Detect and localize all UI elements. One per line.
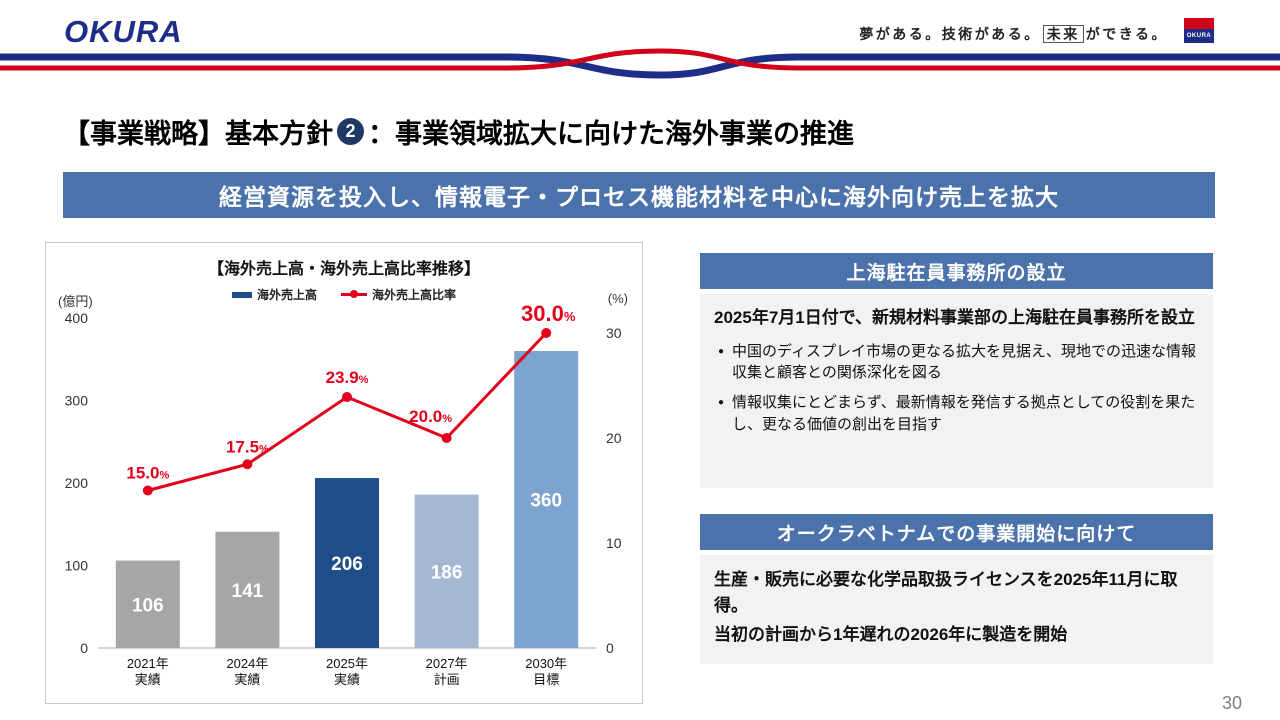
x-tick-line2: 目標 [533, 672, 559, 687]
right-axis-tick: 20 [606, 430, 622, 446]
ratio-point [342, 392, 352, 403]
panel-vietnam-body: 生産・販売に必要な化学品取扱ライセンスを2025年11月に取得。当初の計画から1… [700, 555, 1213, 664]
panel-shanghai-header: 上海駐在員事務所の設立 [700, 253, 1213, 289]
panel-shanghai: 上海駐在員事務所の設立 2025年7月1日付で、新規材料事業部の上海駐在員事務所… [700, 253, 1213, 488]
bar-swatch-icon [231, 291, 252, 298]
ratio-point [242, 459, 253, 470]
right-axis-tick: 0 [606, 640, 614, 656]
ratio-label: 23.9% [326, 368, 369, 387]
right-axis-unit: (%) [607, 291, 628, 306]
chart-legend: 海外売上高 海外売上高比率 [46, 286, 642, 303]
right-axis-tick: 10 [606, 535, 622, 551]
ribbon-red-stripe [0, 48, 1280, 71]
x-tick-line1: 2027年 [426, 656, 468, 671]
bullet-icon: ● [718, 397, 725, 409]
x-tick-line2: 実績 [334, 672, 360, 687]
line-swatch-icon [341, 290, 367, 298]
okura-mark-icon: OKURA [1184, 18, 1214, 44]
x-tick-line1: 2021年 [127, 656, 169, 671]
legend-item-ratio: 海外売上高比率 [341, 286, 456, 303]
ratio-point [441, 433, 452, 443]
bullet-icon: ● [718, 345, 725, 357]
right-axis-tick: 30 [606, 325, 622, 341]
title-number-badge: 2 [337, 118, 364, 145]
okura-mark-text: OKURA [1184, 29, 1214, 43]
bar-2021年 [115, 560, 180, 648]
panel-shanghai-intro: 2025年7月1日付で、新規材料事業部の上海駐在員事務所を設立 [714, 308, 1196, 327]
page-number: 30 [1221, 693, 1242, 713]
bar-2024年 [215, 531, 280, 648]
bullet-item: ● 情報収集にとどまらず、最新情報を発信する拠点としての役割を果たし、更なる価値の… [718, 392, 1199, 436]
legend-label-ratio: 海外売上高比率 [372, 288, 457, 302]
ratio-label: 17.5% [226, 437, 269, 456]
left-axis-tick: 300 [65, 393, 89, 409]
panel-shanghai-bullets: ● 中国のディスプレイ市場の更なる拡大を見据え、現地での迅速な情報収集と顧客との関… [714, 341, 1199, 436]
bar-2025年 [315, 478, 379, 648]
okura-logo: OKURA [64, 14, 183, 49]
bar-value-label: 106 [132, 595, 164, 616]
key-message-banner: 経営資源を投入し、情報電子・プロセス機能材料を中心に海外向け売上を拡大 [63, 172, 1215, 218]
panel-shanghai-body: 2025年7月1日付で、新規材料事業部の上海駐在員事務所を設立 ● 中国のディスプ… [700, 294, 1213, 488]
tagline-part1: 夢がある。技術がある。 [859, 26, 1041, 42]
ratio-label: 15.0% [126, 464, 169, 483]
x-tick-line1: 2024年 [226, 656, 268, 671]
bullet-text: 中国のディスプレイ市場の更なる拡大を見据え、現地での迅速な情報収集と顧客との関係… [732, 342, 1197, 382]
left-axis-tick: 400 [65, 310, 89, 326]
okura-mark-red [1184, 18, 1214, 29]
x-tick-line2: 実績 [234, 672, 260, 687]
legend-item-sales: 海外売上高 [231, 286, 317, 303]
bar-2027年 [414, 494, 479, 648]
ratio-point [142, 485, 153, 496]
left-axis-tick: 100 [65, 558, 89, 574]
left-axis-unit: (億円) [58, 294, 93, 309]
title-prefix: 【事業戦略】基本方針 [63, 119, 333, 149]
x-tick-line1: 2025年 [326, 656, 368, 671]
bar-value-label: 360 [530, 491, 562, 512]
ratio-line [147, 331, 548, 492]
page-title: 【事業戦略】基本方針 2 ：事業領域拡大に向けた海外事業の推進 [63, 112, 854, 151]
chart-title: 【海外売上高・海外売上高比率推移】 [207, 261, 480, 278]
header-ribbon-decoration [0, 48, 1280, 79]
bar-value-label: 141 [232, 581, 264, 602]
corporate-tagline: 夢がある。技術がある。 未来 ができる。 [859, 24, 1168, 44]
ribbon-navy-stripe [0, 53, 1280, 79]
left-axis-tick: 0 [80, 640, 88, 656]
x-tick-line2: 実績 [135, 672, 161, 687]
legend-label-sales: 海外売上高 [256, 288, 317, 302]
bar-value-label: 206 [331, 554, 363, 575]
text-line: 当初の計画から1年遅れの2026年に製造を開始 [714, 625, 1068, 644]
ratio-label: 30.0% [521, 301, 576, 326]
tagline-part2: ができる。 [1085, 26, 1168, 42]
text-line: 生産・販売に必要な化学品取扱ライセンスを2025年11月に取得。 [714, 570, 1178, 615]
left-axis-tick: 200 [65, 475, 89, 491]
overseas-sales-chart-card: 【海外売上高・海外売上高比率推移】 海外売上高 海外売上高比率 (億円) (%)… [45, 242, 643, 704]
panel-vietnam-header: オークラベトナムでの事業開始に向けて [700, 514, 1213, 550]
x-tick-line1: 2030年 [525, 656, 567, 671]
ratio-point [541, 328, 552, 338]
ratio-label: 20.0% [409, 407, 452, 426]
chart-plot: 010020030040001020301062021年実績1412024年実績… [65, 301, 622, 687]
bar-value-label: 186 [431, 562, 463, 583]
x-tick-line2: 計画 [434, 672, 460, 687]
bullet-text: 情報収集にとどまらず、最新情報を発信する拠点としての役割を果たし、更なる価値の創… [732, 394, 1196, 433]
panel-vietnam: オークラベトナムでの事業開始に向けて 生産・販売に必要な化学品取扱ライセンスを2… [700, 514, 1213, 664]
bar-2030年 [514, 351, 579, 648]
bullet-item: ● 中国のディスプレイ市場の更なる拡大を見据え、現地での迅速な情報収集と顧客との関… [718, 341, 1199, 385]
tagline-boxed-word: 未来 [1042, 25, 1084, 43]
title-suffix: ：事業領域拡大に向けた海外事業の推進 [368, 119, 854, 149]
